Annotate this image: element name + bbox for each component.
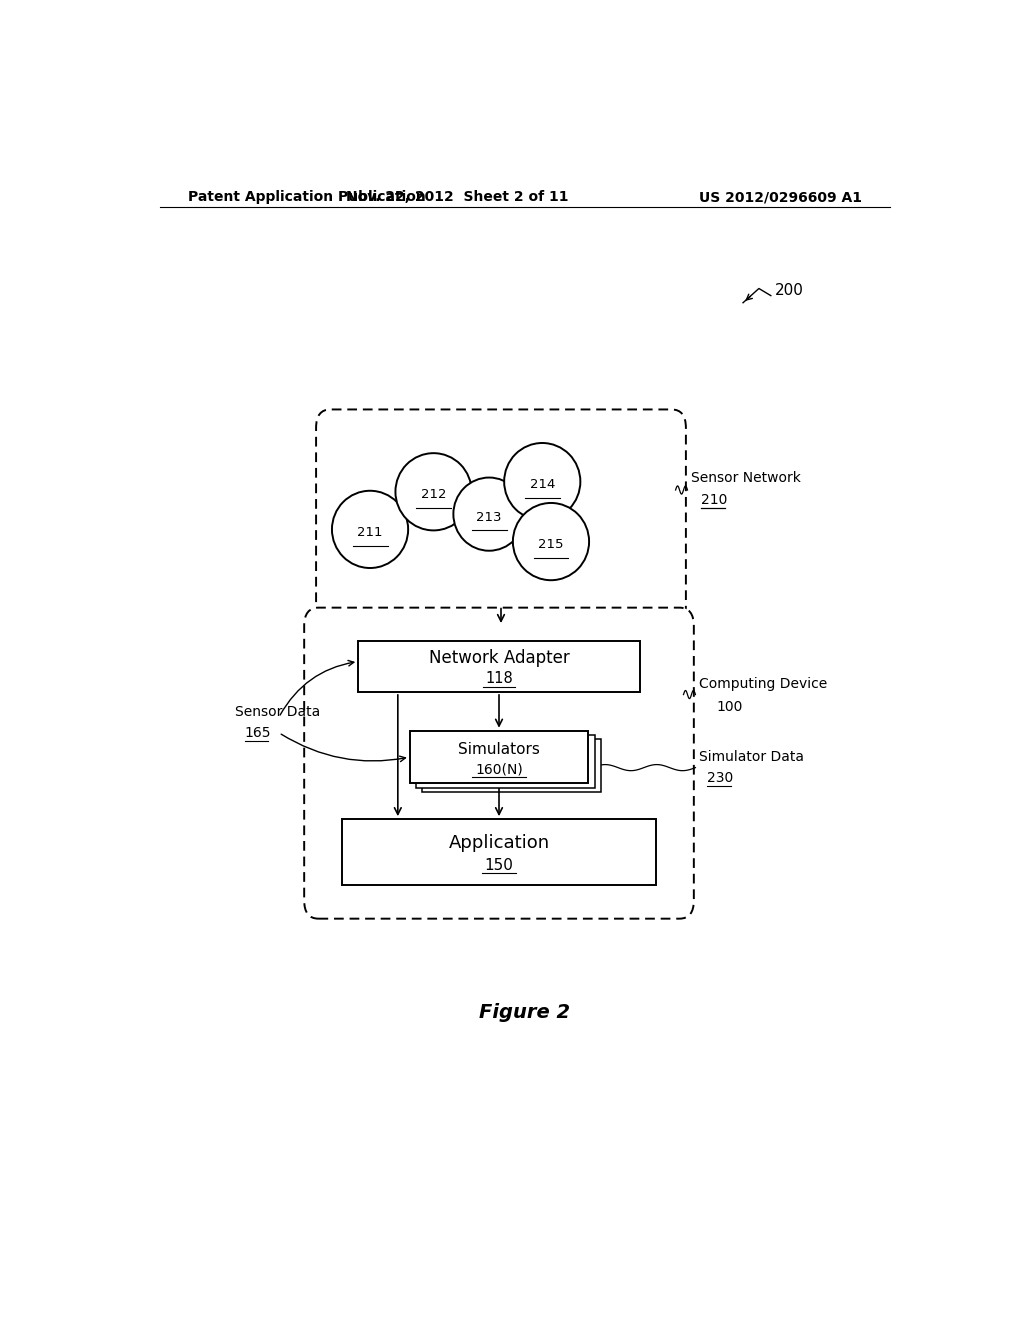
Text: 165: 165 <box>245 726 271 739</box>
Bar <box>410 731 588 784</box>
Text: Application: Application <box>449 834 550 851</box>
Bar <box>423 739 601 792</box>
Text: 100: 100 <box>717 700 743 714</box>
Text: 213: 213 <box>476 511 502 524</box>
Text: Sensor Data: Sensor Data <box>236 705 321 719</box>
Text: Sensor Network: Sensor Network <box>691 471 802 484</box>
Ellipse shape <box>454 478 525 550</box>
FancyBboxPatch shape <box>304 607 694 919</box>
Text: 211: 211 <box>357 525 383 539</box>
Text: 118: 118 <box>485 672 513 686</box>
Text: 200: 200 <box>775 282 804 298</box>
Text: 150: 150 <box>484 858 513 873</box>
Text: 210: 210 <box>701 494 727 507</box>
Text: Network Adapter: Network Adapter <box>429 649 569 668</box>
Text: Simulators: Simulators <box>458 742 540 758</box>
Text: Patent Application Publication: Patent Application Publication <box>187 190 425 205</box>
Text: 160(N): 160(N) <box>475 762 523 776</box>
Ellipse shape <box>395 453 472 531</box>
Ellipse shape <box>504 444 581 520</box>
FancyBboxPatch shape <box>316 409 686 624</box>
Bar <box>342 818 655 886</box>
Text: Figure 2: Figure 2 <box>479 1003 570 1022</box>
Text: Computing Device: Computing Device <box>699 677 827 692</box>
Text: 212: 212 <box>421 488 446 502</box>
Text: US 2012/0296609 A1: US 2012/0296609 A1 <box>699 190 862 205</box>
Text: 214: 214 <box>529 478 555 491</box>
Text: Nov. 22, 2012  Sheet 2 of 11: Nov. 22, 2012 Sheet 2 of 11 <box>346 190 568 205</box>
Ellipse shape <box>513 503 589 581</box>
Text: 215: 215 <box>539 539 564 552</box>
Text: 230: 230 <box>708 771 733 785</box>
Bar <box>416 735 595 788</box>
Bar <box>358 642 640 692</box>
Ellipse shape <box>332 491 409 568</box>
Text: Simulator Data: Simulator Data <box>699 751 805 764</box>
